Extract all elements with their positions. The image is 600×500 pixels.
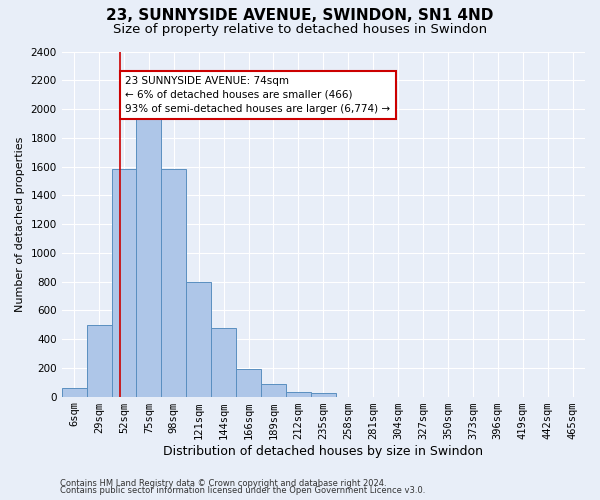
- Bar: [112, 170, 136, 396]
- X-axis label: Distribution of detached houses by size in Swindon: Distribution of detached houses by size …: [163, 444, 484, 458]
- Bar: [136, 116, 161, 396]
- Text: 23, SUNNYSIDE AVENUE, SWINDON, SN1 4ND: 23, SUNNYSIDE AVENUE, SWINDON, SN1 4ND: [106, 8, 494, 22]
- Bar: [211, 328, 236, 396]
- Bar: [311, 393, 336, 396]
- Bar: [62, 388, 86, 396]
- Bar: [261, 384, 286, 396]
- Y-axis label: Number of detached properties: Number of detached properties: [15, 136, 25, 312]
- Bar: [286, 392, 311, 396]
- Bar: [161, 170, 186, 396]
- Text: 23 SUNNYSIDE AVENUE: 74sqm
← 6% of detached houses are smaller (466)
93% of semi: 23 SUNNYSIDE AVENUE: 74sqm ← 6% of detac…: [125, 76, 391, 114]
- Text: Contains public sector information licensed under the Open Government Licence v3: Contains public sector information licen…: [60, 486, 425, 495]
- Text: Contains HM Land Registry data © Crown copyright and database right 2024.: Contains HM Land Registry data © Crown c…: [60, 478, 386, 488]
- Bar: [86, 324, 112, 396]
- Text: Size of property relative to detached houses in Swindon: Size of property relative to detached ho…: [113, 22, 487, 36]
- Bar: [186, 282, 211, 397]
- Bar: [236, 368, 261, 396]
